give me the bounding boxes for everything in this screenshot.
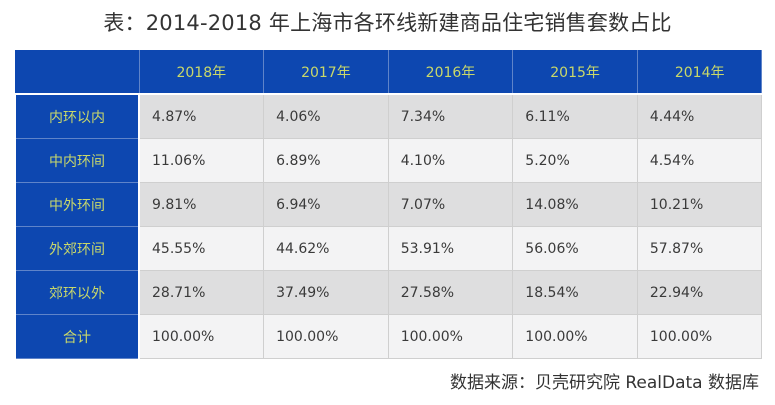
table-row: 郊环以外 28.71% 37.49% 27.58% 18.54% 22.94%: [14, 270, 763, 315]
row-label: 内环以内: [14, 93, 140, 139]
table-cell: 14.08%: [512, 182, 638, 227]
table-row: 内环以内 4.87% 4.06% 7.34% 6.11% 4.44%: [14, 93, 763, 139]
data-table-container: 2018年 2017年 2016年 2015年 2014年 内环以内 4.87%…: [14, 48, 763, 359]
table-cell: 4.44%: [636, 93, 763, 139]
table-cell: 18.54%: [512, 270, 638, 315]
table-cell: 22.94%: [636, 270, 763, 315]
table-cell: 56.06%: [512, 226, 638, 271]
table-cell: 100.00%: [512, 314, 638, 359]
table-corner-cell: [15, 48, 140, 95]
column-header-2014: 2014年: [636, 48, 763, 95]
table-row: 中外环间 9.81% 6.94% 7.07% 14.08% 10.21%: [14, 182, 763, 227]
table-cell: 28.71%: [138, 270, 265, 315]
row-label: 外郊环间: [14, 226, 140, 271]
table-cell: 27.58%: [387, 270, 514, 315]
table-row-total: 合计 100.00% 100.00% 100.00% 100.00% 100.0…: [14, 314, 763, 359]
column-header-2017: 2017年: [263, 48, 389, 95]
table-cell: 7.07%: [387, 182, 514, 227]
table-cell: 100.00%: [138, 314, 265, 359]
table-cell: 7.34%: [387, 93, 514, 139]
table-cell: 100.00%: [636, 314, 763, 359]
page-title: 表：2014-2018 年上海市各环线新建商品住宅销售套数占比: [103, 11, 672, 35]
table-cell: 4.06%: [263, 93, 389, 139]
table-cell: 44.62%: [263, 226, 389, 271]
table-cell: 53.91%: [387, 226, 514, 271]
row-label: 中外环间: [14, 182, 140, 227]
table-cell: 100.00%: [387, 314, 514, 359]
row-label: 中内环间: [14, 138, 140, 183]
table-cell: 4.54%: [636, 138, 763, 183]
table-cell: 4.10%: [387, 138, 514, 183]
source-note: 数据来源：贝壳研究院 RealData 数据库: [449, 373, 759, 393]
column-header-2015: 2015年: [512, 48, 638, 95]
table-header-row: 2018年 2017年 2016年 2015年 2014年: [15, 48, 763, 95]
table-row: 中内环间 11.06% 6.89% 4.10% 5.20% 4.54%: [14, 138, 763, 183]
column-header-2016: 2016年: [387, 48, 514, 95]
table-cell: 6.94%: [263, 182, 389, 227]
table-cell: 4.87%: [138, 93, 265, 139]
data-table: 2018年 2017年 2016年 2015年 2014年 内环以内 4.87%…: [14, 48, 763, 359]
table-cell: 5.20%: [512, 138, 638, 183]
table-cell: 100.00%: [263, 314, 389, 359]
row-label: 合计: [14, 314, 140, 359]
table-cell: 10.21%: [636, 182, 763, 227]
table-cell: 6.11%: [512, 93, 638, 139]
row-label: 郊环以外: [14, 270, 140, 315]
table-cell: 37.49%: [263, 270, 389, 315]
table-row: 外郊环间 45.55% 44.62% 53.91% 56.06% 57.87%: [14, 226, 763, 271]
column-header-2018: 2018年: [138, 48, 265, 95]
table-cell: 45.55%: [138, 226, 265, 271]
table-cell: 57.87%: [636, 226, 763, 271]
table-cell: 11.06%: [138, 138, 265, 183]
table-cell: 9.81%: [138, 182, 265, 227]
table-cell: 6.89%: [263, 138, 389, 183]
